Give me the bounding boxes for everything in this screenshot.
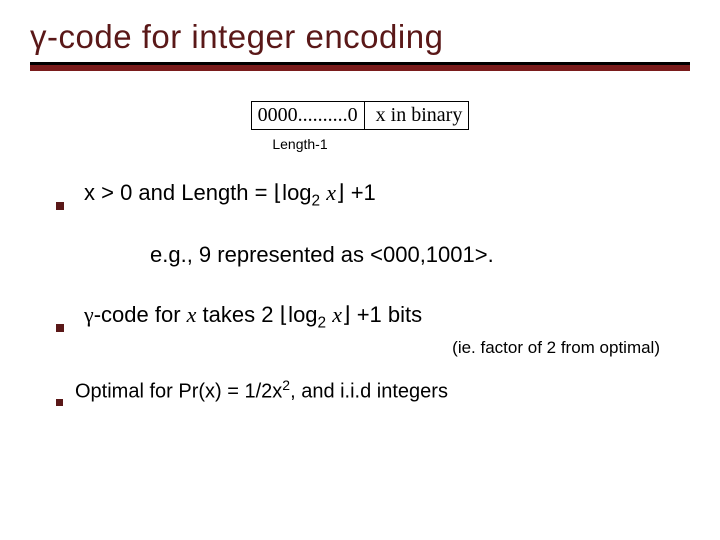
bullet-icon — [56, 399, 63, 406]
example-line: e.g., 9 represented as <000,1001>. — [150, 242, 680, 268]
diagram-left-cell: 0000..........0 — [252, 102, 365, 129]
diagram-caption: Length-1 — [0, 136, 620, 152]
bullet-2: γ-code for x takes 2 ⌊log2 x⌋ +1 bits — [40, 300, 680, 334]
bullet-2-text: γ-code for x takes 2 ⌊log2 x⌋ +1 bits — [84, 300, 422, 334]
title-area: γ-code for integer encoding — [0, 0, 720, 56]
diagram-box: 0000..........0 x in binary — [251, 101, 470, 130]
slide-title: γ-code for integer encoding — [30, 18, 690, 56]
encoding-diagram: 0000..........0 x in binary — [40, 101, 680, 130]
content-area: 0000..........0 x in binary Length-1 x >… — [0, 71, 720, 406]
diagram-right-cell: x in binary — [370, 102, 469, 129]
aside-note: (ie. factor of 2 from optimal) — [40, 338, 680, 358]
bullet-icon — [56, 324, 64, 332]
bullet-icon — [56, 202, 64, 210]
bullet-1: x > 0 and Length = ⌊log2 x⌋ +1 — [40, 178, 680, 212]
bullet-1-text: x > 0 and Length = ⌊log2 x⌋ +1 — [84, 178, 376, 212]
slide: γ-code for integer encoding 0000........… — [0, 0, 720, 540]
bullet-3: Optimal for Pr(x) = 1/2x2, and i.i.d int… — [40, 376, 680, 406]
title-rule — [30, 62, 690, 71]
bullet-3-text: Optimal for Pr(x) = 1/2x2, and i.i.d int… — [75, 376, 448, 406]
